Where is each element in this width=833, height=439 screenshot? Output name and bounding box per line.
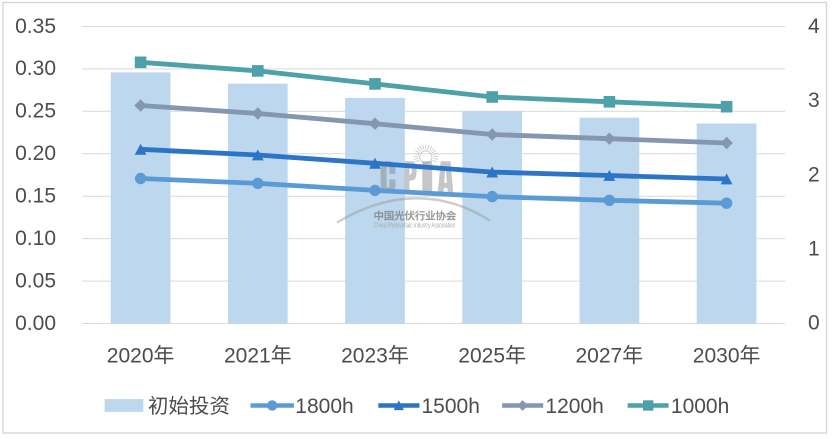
svg-text:0.10: 0.10	[15, 227, 56, 250]
svg-text:0.20: 0.20	[15, 142, 56, 165]
svg-text:2020: 2020	[107, 345, 154, 368]
svg-text:0.00: 0.00	[15, 312, 56, 335]
svg-text:2030: 2030	[693, 345, 740, 368]
svg-text:2025: 2025	[458, 345, 505, 368]
svg-text:2021: 2021	[224, 345, 271, 368]
svg-text:1200h: 1200h	[545, 395, 603, 418]
svg-text:1000h: 1000h	[671, 395, 729, 418]
svg-text:1500h: 1500h	[422, 395, 480, 418]
svg-text:1800h: 1800h	[295, 395, 353, 418]
svg-text:2023: 2023	[341, 345, 388, 368]
svg-text:1: 1	[808, 238, 820, 261]
svg-text:China Photovoltaic Industry As: China Photovoltaic Industry Association	[374, 223, 456, 230]
svg-text:0.30: 0.30	[15, 57, 56, 80]
svg-text:0.25: 0.25	[15, 100, 56, 123]
svg-text:0: 0	[808, 312, 820, 335]
svg-text:2: 2	[808, 163, 820, 186]
svg-text:0.35: 0.35	[15, 15, 56, 38]
svg-text:2027: 2027	[576, 345, 623, 368]
svg-text:4: 4	[808, 15, 820, 38]
svg-text:0.05: 0.05	[15, 269, 56, 292]
svg-text:0.15: 0.15	[15, 185, 56, 208]
svg-text:3: 3	[808, 89, 820, 112]
